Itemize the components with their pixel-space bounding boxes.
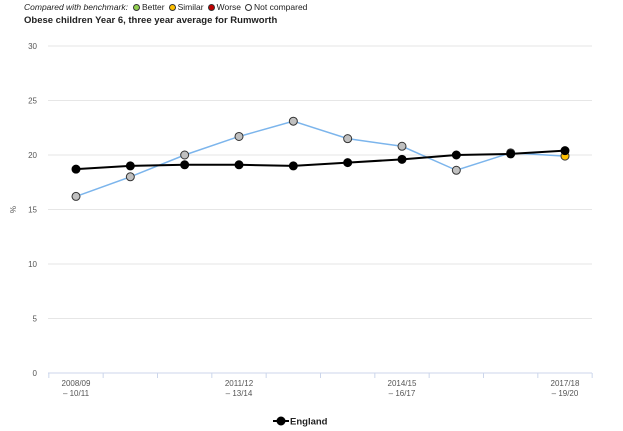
england-data-point[interactable] — [397, 154, 407, 164]
area-data-point[interactable] — [234, 131, 244, 141]
benchmark-similar-item: Similar — [168, 2, 204, 12]
y-tick-label: 5 — [33, 315, 38, 324]
benchmark-legend-lead: Compared with benchmark: — [24, 2, 128, 12]
chart-title: Obese children Year 6, three year averag… — [24, 15, 278, 26]
benchmark-worse-label: Worse — [216, 2, 242, 12]
england-data-point[interactable] — [71, 164, 81, 174]
england-data-point[interactable] — [125, 161, 135, 171]
area-data-point[interactable] — [397, 141, 407, 151]
benchmark-not-compared-item: Not compared — [245, 2, 307, 12]
area-data-point[interactable] — [288, 116, 298, 126]
england-data-point[interactable] — [451, 150, 461, 160]
y-axis: 0 5 10 15 20 25 30% — [9, 42, 38, 378]
series-group — [71, 116, 570, 201]
x-tick-label: – 16/17 — [389, 389, 416, 398]
x-tick-label: – 10/11 — [63, 389, 90, 398]
benchmark-legend: Compared with benchmark: Better Similar … — [24, 2, 311, 12]
x-tick-label: 2008/09 — [62, 379, 91, 388]
benchmark-better-item: Better — [132, 2, 165, 12]
y-axis-label: % — [9, 206, 18, 213]
benchmark-similar-dot — [168, 3, 176, 11]
y-tick-label: 30 — [28, 42, 37, 51]
area-data-point[interactable] — [71, 191, 81, 201]
benchmark-worse-item: Worse — [207, 2, 242, 12]
benchmark-not-compared-dot — [245, 3, 253, 11]
y-tick-label: 20 — [28, 151, 37, 160]
legend-marker-swatch — [276, 416, 286, 426]
x-tick-label: 2014/15 — [388, 379, 417, 388]
benchmark-better-label: Better — [141, 2, 165, 12]
england-data-point[interactable] — [288, 161, 298, 171]
x-tick-label: 2017/18 — [551, 379, 580, 388]
benchmark-not-compared-label: Not compared — [254, 2, 308, 12]
gridlines — [48, 45, 592, 374]
england-data-point[interactable] — [343, 158, 353, 168]
england-data-point[interactable] — [506, 149, 516, 159]
y-tick-label: 25 — [28, 97, 37, 106]
area-data-point[interactable] — [343, 134, 353, 144]
x-axis: 2008/09– 10/11 2011/12– 13/14 2014/15– 16/… — [48, 373, 593, 398]
area-series-line — [75, 120, 566, 198]
x-tick-label: – 19/20 — [552, 389, 579, 398]
x-tick-label: 2011/12 — [225, 379, 254, 388]
benchmark-similar-label: Similar — [177, 2, 204, 12]
y-tick-label: 0 — [33, 369, 38, 378]
area-data-point[interactable] — [180, 150, 190, 160]
area-data-point[interactable] — [125, 172, 135, 182]
england-data-point[interactable] — [560, 146, 570, 156]
legend-label[interactable]: England — [290, 417, 328, 428]
chart-legend: England — [273, 416, 328, 428]
area-data-point[interactable] — [451, 165, 461, 175]
benchmark-better-dot — [132, 3, 140, 11]
england-series-line — [75, 149, 566, 171]
benchmark-worse-dot — [207, 3, 215, 11]
england-data-point[interactable] — [180, 160, 190, 170]
y-tick-label: 15 — [28, 206, 37, 215]
y-tick-label: 10 — [28, 260, 37, 269]
england-data-point[interactable] — [234, 160, 244, 170]
x-tick-label: – 13/14 — [226, 389, 253, 398]
